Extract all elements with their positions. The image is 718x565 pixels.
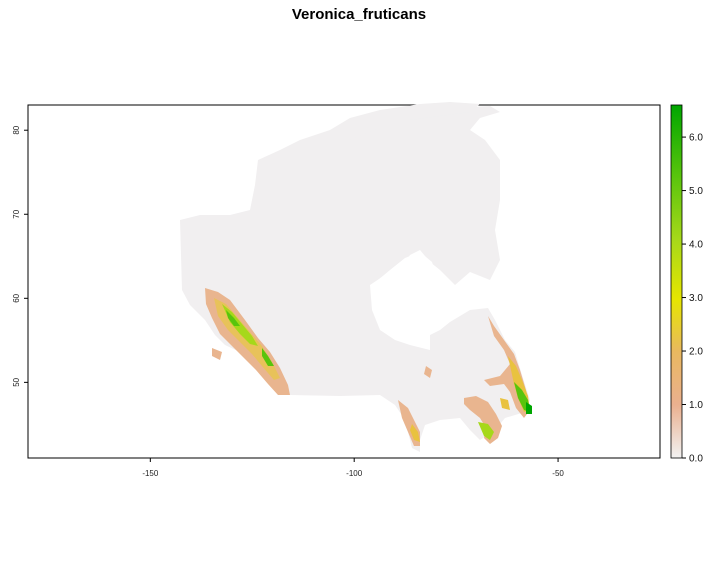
legend-tick-label: 6.0 bbox=[689, 133, 703, 144]
west-band-high bbox=[222, 304, 258, 346]
y-tick-label: 50 bbox=[12, 377, 21, 386]
west-hotspots bbox=[205, 288, 290, 395]
y-tick-label: 80 bbox=[12, 125, 21, 134]
legend-tick-label: 3.0 bbox=[689, 293, 703, 304]
east-hotspots bbox=[464, 316, 532, 444]
y-tick-label: 60 bbox=[12, 293, 21, 302]
legend-tick-label: 0.0 bbox=[689, 454, 703, 465]
east-band-peak bbox=[526, 402, 532, 414]
map-title: Veronica_fruticans bbox=[291, 6, 427, 23]
central-band-mid bbox=[410, 424, 420, 442]
x-tick-label: -150 bbox=[142, 469, 159, 478]
central-hotspots bbox=[398, 366, 432, 446]
legend-tick-label: 5.0 bbox=[689, 186, 703, 197]
y-axis: 50 60 70 80 bbox=[12, 125, 28, 387]
west-island bbox=[212, 348, 222, 360]
legend-tick-label: 4.0 bbox=[689, 240, 703, 251]
legend-tick-label: 2.0 bbox=[689, 347, 703, 358]
west-band-peak2 bbox=[262, 348, 274, 366]
legend-colorbar bbox=[670, 104, 683, 459]
maritime-spot bbox=[500, 398, 510, 410]
x-tick-label: -100 bbox=[346, 469, 363, 478]
legend-ticks: 0.0 1.0 2.0 3.0 4.0 5.0 6.0 bbox=[682, 133, 703, 465]
y-tick-label: 70 bbox=[12, 209, 21, 218]
arctic-islands bbox=[330, 102, 480, 140]
legend-tick-label: 1.0 bbox=[689, 400, 703, 411]
central-spot bbox=[424, 366, 432, 378]
west-band-peak bbox=[226, 310, 240, 326]
hudson-bay bbox=[372, 252, 438, 342]
x-axis: -150 -100 -50 bbox=[142, 458, 564, 478]
maritime-high bbox=[478, 422, 494, 440]
x-tick-label: -50 bbox=[552, 469, 564, 478]
